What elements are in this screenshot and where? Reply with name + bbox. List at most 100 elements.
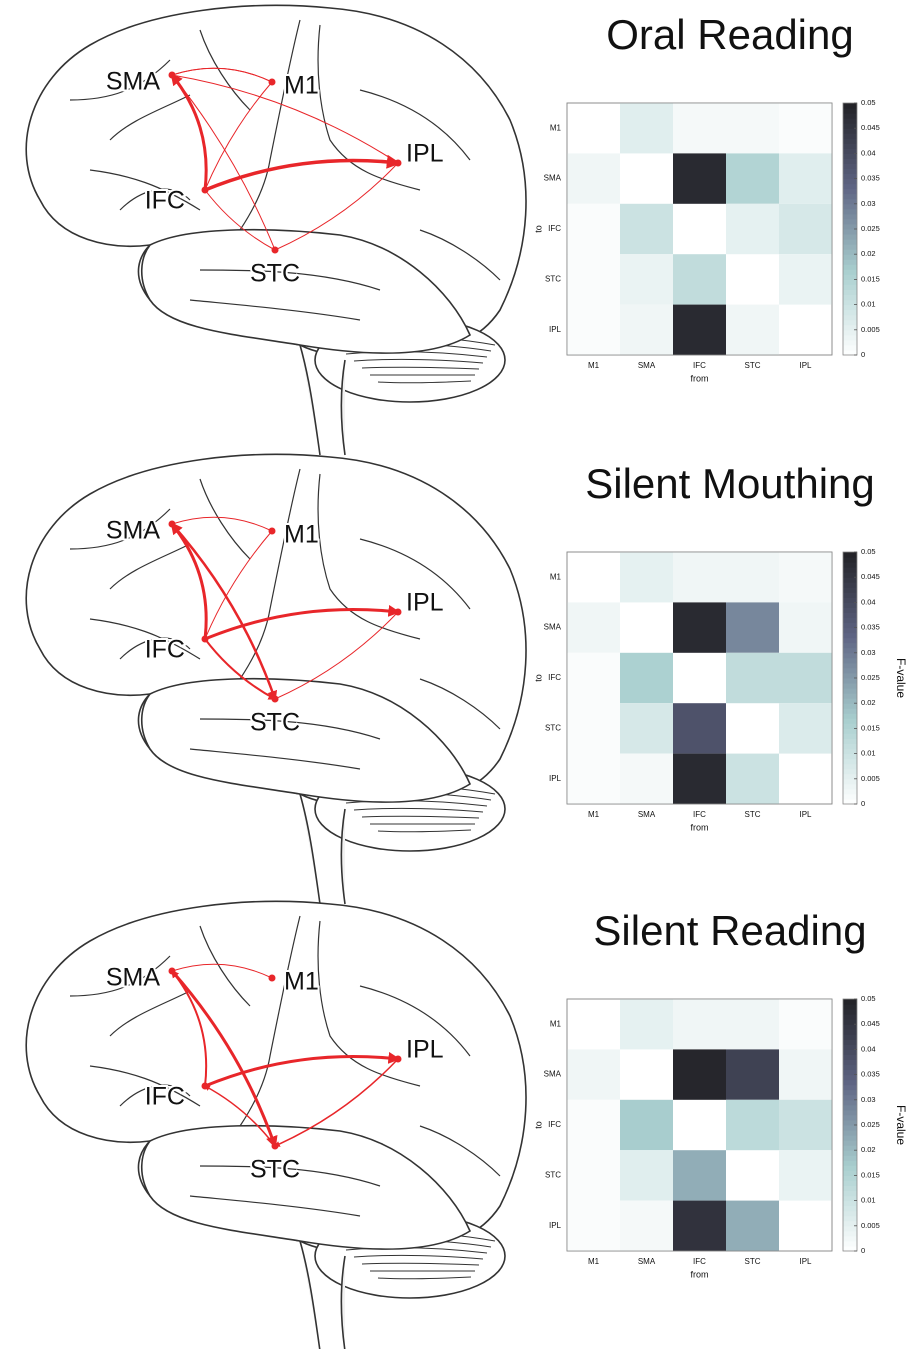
- colorbar-segment: [843, 1240, 857, 1247]
- heatmap-cell: [673, 999, 726, 1050]
- colorbar-segment: [843, 1014, 857, 1020]
- colorbar-tick-label: 0.045: [861, 572, 880, 581]
- heatmap-cell: [620, 652, 673, 704]
- colorbar-segment: [843, 683, 857, 689]
- sulcus: [189, 299, 361, 321]
- sulcus: [89, 169, 201, 211]
- connection-arrow: [273, 1058, 399, 1147]
- x-tick-label: IFC: [693, 1257, 706, 1266]
- node-dot: [268, 78, 276, 86]
- sulcus: [69, 59, 171, 101]
- heatmap-cell: [779, 602, 832, 653]
- connection-arrow: [171, 73, 399, 164]
- heatmap-cell: [673, 1049, 726, 1100]
- colorbar-segment: [843, 1019, 857, 1025]
- connection-arrow: [171, 969, 208, 1087]
- node-dot: [271, 1142, 279, 1150]
- colorbar-tick-label: 0.045: [861, 1019, 880, 1028]
- heatmap-cell: [726, 1049, 779, 1100]
- sulcus: [317, 473, 421, 640]
- colorbar-segment: [843, 344, 857, 351]
- colorbar-segment: [843, 768, 857, 775]
- colorbar-segment: [843, 642, 857, 649]
- colorbar-segment: [843, 1125, 857, 1131]
- heatmap-cell: [620, 254, 673, 305]
- y-tick-label: IFC: [548, 1120, 561, 1129]
- heatmap-cell: [673, 753, 726, 804]
- node-label: STC: [250, 260, 300, 288]
- panel: SMA M1 IPL IFC STC Silent Mouthing M1 SMA IFC STC…: [25, 453, 908, 905]
- heatmap-cell: [779, 703, 832, 754]
- colorbar-segment: [843, 193, 857, 200]
- colorbar-segment: [843, 773, 857, 780]
- sulcus: [317, 24, 421, 191]
- colorbar-segment: [843, 289, 857, 296]
- colorbar-tick-label: 0: [861, 799, 865, 808]
- colorbar-segment: [843, 1205, 857, 1212]
- colorbar-segment: [843, 783, 857, 790]
- x-tick-label: M1: [588, 1257, 600, 1266]
- colorbar-segment: [843, 1170, 857, 1176]
- sulcus: [317, 920, 421, 1087]
- colorbar-tick-label: 0.04: [861, 597, 876, 606]
- node-label: M1: [284, 72, 319, 100]
- colorbar-segment: [843, 1009, 857, 1015]
- colorbar-segment: [843, 1235, 857, 1242]
- colorbar-segment: [843, 723, 857, 729]
- colorbar-segment: [843, 244, 857, 250]
- colorbar-segment: [843, 1210, 857, 1217]
- connection-arrow: [204, 1051, 401, 1088]
- colorbar-segment: [843, 1200, 857, 1207]
- heatmap-cell: [673, 304, 726, 355]
- heatmap-cell: [567, 602, 620, 653]
- node-dot: [268, 527, 276, 535]
- panel: SMA M1 IPL IFC STC Oral Reading M1 SMA IFC STC IPL…: [25, 4, 880, 456]
- sulcus: [109, 543, 191, 590]
- colorbar-segment: [843, 259, 857, 265]
- colorbar-segment: [843, 1049, 857, 1055]
- heatmap-cell: [779, 652, 832, 704]
- heatmap-cell: [673, 703, 726, 754]
- colorbar-segment: [843, 1074, 857, 1081]
- node-label: IFC: [145, 636, 185, 664]
- cerebellum-fold: [377, 829, 472, 833]
- colorbar-tick-label: 0.03: [861, 1095, 876, 1104]
- node-dot: [201, 186, 209, 194]
- sulcus: [239, 19, 301, 231]
- sulcus: [119, 188, 191, 211]
- colorbar-segment: [843, 592, 857, 598]
- colorbar-segment: [843, 793, 857, 800]
- colorbar-segment: [843, 587, 857, 593]
- colorbar-segment: [843, 1140, 857, 1146]
- colorbar-segment: [843, 319, 857, 326]
- colorbar-segment: [843, 1039, 857, 1045]
- node-label: IPL: [406, 589, 444, 617]
- colorbar-segment: [843, 657, 857, 664]
- colorbar-segment: [843, 1114, 857, 1121]
- connection-arrow: [171, 67, 273, 83]
- colorbar-segment: [843, 999, 857, 1005]
- colorbar-segment: [843, 1150, 857, 1156]
- sulcus: [199, 718, 381, 740]
- heatmap-cell: [567, 753, 620, 804]
- colorbar-tick-label: 0.02: [861, 1145, 876, 1154]
- colorbar-segment: [843, 688, 857, 694]
- heatmap-cell: [726, 552, 779, 603]
- colorbar-segment: [843, 672, 857, 679]
- colorbar-segment: [843, 133, 857, 139]
- heatmap-cell: [779, 1099, 832, 1151]
- y-tick-label: STC: [545, 1171, 561, 1180]
- sulcus: [359, 985, 471, 1057]
- brainstem: [299, 344, 346, 456]
- sulcus: [199, 478, 251, 560]
- colorbar-segment: [843, 284, 857, 290]
- connection-arrow: [204, 638, 277, 700]
- chart-title: Silent Mouthing: [585, 460, 875, 507]
- temporal-lobe: [140, 677, 472, 803]
- heatmap-cell: [779, 203, 832, 255]
- colorbar-segment: [843, 239, 857, 245]
- colorbar-segment: [843, 264, 857, 270]
- x-tick-label: IFC: [693, 361, 706, 370]
- colorbar-tick-label: 0.01: [861, 300, 876, 309]
- colorbar-segment: [843, 158, 857, 164]
